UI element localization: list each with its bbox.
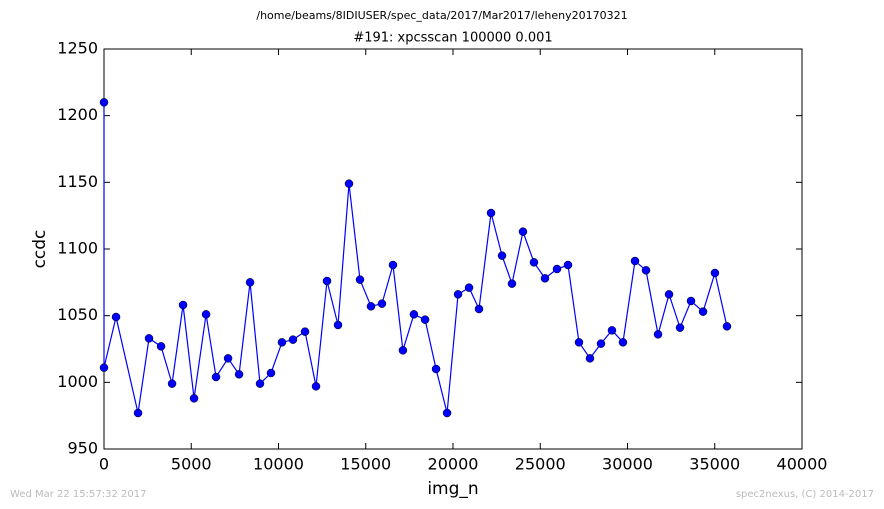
x-axis-label: img_n	[427, 479, 478, 499]
data-point	[277, 338, 287, 347]
data-point	[311, 382, 321, 391]
data-point	[377, 299, 387, 308]
data-point	[255, 379, 265, 388]
x-tick-label: 10000	[253, 455, 304, 474]
data-point	[585, 354, 595, 363]
x-tick-label: 20000	[428, 455, 479, 474]
data-point	[442, 408, 452, 418]
data-point	[245, 278, 255, 287]
data-point	[641, 266, 651, 275]
data-point	[474, 304, 484, 314]
data-point	[552, 264, 562, 274]
y-tick-label: 1150	[57, 172, 98, 191]
data-point	[111, 312, 121, 322]
data-point	[344, 179, 354, 188]
data-point	[322, 276, 332, 286]
plot-frame	[103, 48, 803, 450]
data-point	[144, 334, 154, 343]
x-tick-label: 25000	[515, 455, 566, 474]
y-tick-label: 1250	[57, 39, 98, 58]
x-tick-label: 15000	[340, 455, 391, 474]
chart-title: #191: xpcsscan 100000 0.001	[353, 31, 552, 46]
data-point	[596, 339, 606, 348]
y-axis-label: ccdc	[30, 230, 50, 269]
data-point	[355, 275, 365, 284]
data-point	[686, 296, 696, 306]
data-point	[664, 290, 674, 299]
data-point	[497, 251, 507, 260]
data-point	[675, 323, 685, 332]
data-point	[201, 310, 211, 319]
data-point	[133, 408, 143, 418]
data-point	[722, 322, 732, 331]
data-point	[420, 315, 430, 324]
data-point	[409, 310, 419, 319]
x-tick-label: 0	[99, 455, 109, 474]
data-point	[189, 394, 199, 403]
data-point	[607, 326, 617, 335]
x-tick-label: 30000	[602, 455, 653, 474]
data-point	[453, 290, 463, 299]
data-point	[529, 258, 539, 267]
data-point	[710, 268, 720, 278]
timestamp: Wed Mar 22 15:57:32 2017	[10, 489, 146, 500]
data-point	[300, 327, 310, 336]
data-point	[288, 335, 298, 344]
data-point	[698, 307, 708, 316]
data-point	[431, 364, 441, 374]
data-point	[99, 98, 109, 107]
data-point	[167, 379, 177, 388]
data-point	[234, 370, 244, 379]
data-point	[540, 274, 550, 283]
y-tick-label: 1000	[57, 372, 98, 391]
credit: spec2nexus, (C) 2014-2017	[736, 489, 874, 500]
data-point	[507, 279, 517, 288]
x-tick-label: 40000	[777, 455, 828, 474]
y-tick-label: 1050	[57, 305, 98, 324]
data-point	[518, 227, 528, 236]
data-point	[366, 302, 376, 311]
data-point	[464, 283, 474, 292]
file-path: /home/beams/8IDIUSER/spec_data/2017/Mar2…	[256, 9, 627, 22]
data-point	[266, 368, 276, 378]
data-point	[574, 338, 584, 347]
data-point	[223, 354, 233, 363]
data-point	[178, 300, 188, 310]
data-point	[398, 346, 408, 355]
y-tick-label: 950	[67, 439, 98, 458]
data-point	[333, 320, 343, 330]
x-tick-label: 35000	[689, 455, 740, 474]
data-point	[618, 338, 628, 347]
data-point	[486, 208, 496, 218]
y-tick-label: 1100	[57, 239, 98, 258]
data-point	[630, 256, 640, 266]
y-tick-label: 1200	[57, 105, 98, 124]
data-point	[563, 260, 573, 270]
data-point	[99, 363, 109, 372]
data-point	[211, 372, 221, 382]
data-point	[156, 342, 166, 351]
x-tick-label: 5000	[171, 455, 212, 474]
data-point	[388, 260, 398, 270]
data-point	[653, 330, 663, 339]
